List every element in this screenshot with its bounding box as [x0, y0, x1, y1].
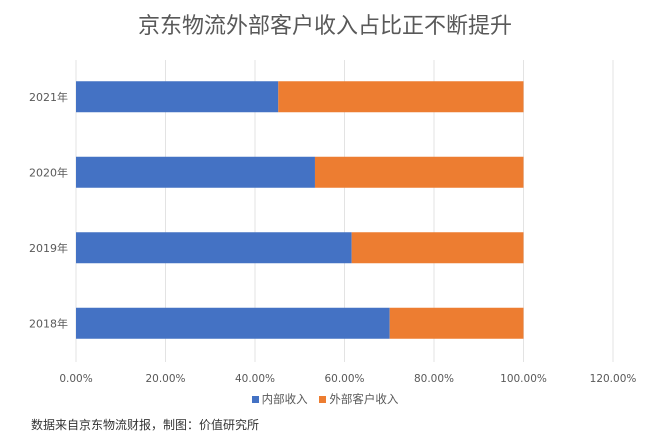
legend: 内部收入 外部客户收入 [0, 391, 650, 407]
x-tick-label: 100.00% [500, 373, 547, 385]
legend-item-external: 外部客户收入 [319, 392, 398, 406]
legend-label: 内部收入 [261, 392, 308, 406]
y-tick-label: 2019年 [29, 241, 68, 255]
bar-external [314, 156, 524, 188]
x-tick-label: 20.00% [145, 373, 185, 385]
x-tick-label: 40.00% [235, 373, 275, 385]
bar-internal [76, 156, 315, 188]
y-tick-label: 2020年 [29, 165, 68, 179]
x-tick-label: 80.00% [414, 373, 454, 385]
bar-internal [76, 81, 279, 113]
bar-external [278, 81, 524, 113]
bar-external [389, 307, 524, 339]
legend-swatch [251, 396, 259, 403]
source-note: 数据来自京东物流财报，制图：价值研究所 [31, 418, 260, 432]
y-tick-label: 2018年 [29, 316, 68, 330]
bar-internal [76, 232, 352, 264]
x-tick-label: 0.00% [59, 373, 92, 385]
bar-internal [76, 307, 390, 339]
x-tick-label: 120.00% [590, 373, 637, 385]
chart-title: 京东物流外部客户收入占比正不断提升 [137, 14, 512, 39]
bar-external [351, 232, 524, 264]
legend-item-internal: 内部收入 [251, 392, 308, 406]
y-tick-label: 2021年 [29, 90, 68, 104]
x-tick-label: 60.00% [324, 373, 364, 385]
legend-label: 外部客户收入 [329, 392, 399, 406]
legend-swatch [319, 396, 327, 403]
